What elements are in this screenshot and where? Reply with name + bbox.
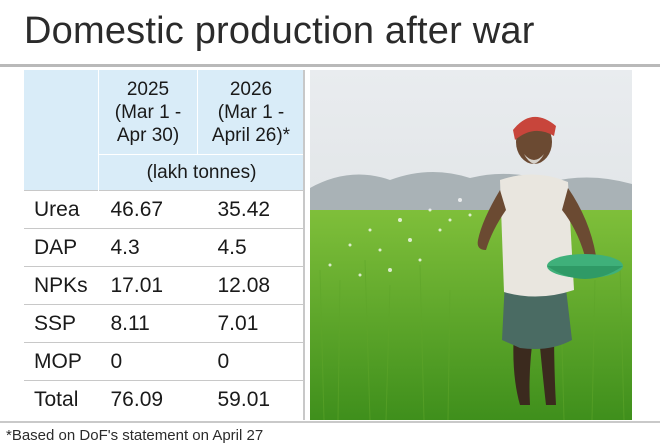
cell-2025: 4.3 — [98, 228, 198, 267]
column-header-2025: 2025 (Mar 1 - Apr 30) — [98, 70, 198, 155]
table-row-total: Total 76.09 59.01 — [24, 380, 304, 418]
cell-2026: 35.42 — [197, 190, 304, 229]
table-row-urea: Urea 46.67 35.42 — [24, 190, 304, 229]
title-divider — [0, 64, 660, 67]
header-blank-cell — [24, 70, 99, 191]
table-row-ssp: SSP 8.11 7.01 — [24, 304, 304, 343]
farmer-photo-illustration — [310, 70, 632, 420]
column-header-line: (Mar 1 - — [114, 101, 182, 123]
footnote: *Based on DoF's statement on April 27 — [6, 427, 264, 444]
row-label: Urea — [24, 190, 99, 229]
cell-2025: 17.01 — [98, 266, 198, 305]
row-label: DAP — [24, 228, 99, 267]
cell-2026: 7.01 — [197, 304, 304, 343]
production-table: 2025 (Mar 1 - Apr 30) 2026 (Mar 1 - Apri… — [24, 70, 304, 418]
farmer-photo — [310, 70, 632, 420]
column-header-line: (Mar 1 - — [217, 101, 285, 123]
cell-2026: 0 — [197, 342, 304, 381]
column-header-2026: 2026 (Mar 1 - April 26)* — [197, 70, 304, 155]
production-table-container: 2025 (Mar 1 - Apr 30) 2026 (Mar 1 - Apri… — [24, 70, 305, 420]
cell-2026: 12.08 — [197, 266, 304, 305]
table-row-mop: MOP 0 0 — [24, 342, 304, 381]
cell-2025: 0 — [98, 342, 198, 381]
row-label: MOP — [24, 342, 99, 381]
table-row-npks: NPKs 17.01 12.08 — [24, 266, 304, 305]
cell-2025: 46.67 — [98, 190, 198, 229]
cell-2025: 8.11 — [98, 304, 198, 343]
row-label: NPKs — [24, 266, 99, 305]
page-title: Domestic production after war — [24, 10, 535, 52]
column-header-line: 2025 — [126, 78, 170, 100]
cell-2025: 76.09 — [98, 380, 198, 418]
cell-2026: 59.01 — [197, 380, 304, 418]
cell-2026: 4.5 — [197, 228, 304, 267]
column-header-line: 2026 — [229, 78, 273, 100]
footer-divider — [0, 421, 660, 423]
unit-header: (lakh tonnes) — [98, 154, 304, 191]
row-label: Total — [24, 380, 99, 418]
column-header-line: Apr 30) — [116, 124, 180, 146]
column-header-line: April 26)* — [211, 124, 291, 146]
row-label: SSP — [24, 304, 99, 343]
table-row-dap: DAP 4.3 4.5 — [24, 228, 304, 267]
